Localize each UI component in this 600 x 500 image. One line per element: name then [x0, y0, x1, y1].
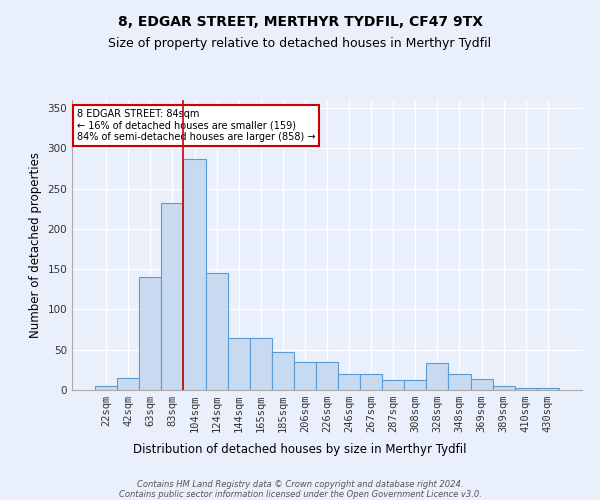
Bar — [493, 386, 515, 390]
Bar — [316, 362, 338, 390]
Text: 8, EDGAR STREET, MERTHYR TYDFIL, CF47 9TX: 8, EDGAR STREET, MERTHYR TYDFIL, CF47 9T… — [118, 15, 482, 29]
Text: Contains HM Land Registry data © Crown copyright and database right 2024.
Contai: Contains HM Land Registry data © Crown c… — [119, 480, 481, 500]
Bar — [404, 380, 427, 390]
Bar — [95, 386, 117, 390]
Bar — [184, 159, 206, 390]
Bar — [227, 338, 250, 390]
Bar — [448, 374, 470, 390]
Text: Distribution of detached houses by size in Merthyr Tydfil: Distribution of detached houses by size … — [133, 442, 467, 456]
Text: 8 EDGAR STREET: 84sqm
← 16% of detached houses are smaller (159)
84% of semi-det: 8 EDGAR STREET: 84sqm ← 16% of detached … — [77, 108, 316, 142]
Bar — [360, 374, 382, 390]
Bar — [161, 203, 184, 390]
Bar — [338, 374, 360, 390]
Bar — [206, 273, 227, 390]
Bar — [294, 362, 316, 390]
Bar — [117, 378, 139, 390]
Text: Size of property relative to detached houses in Merthyr Tydfil: Size of property relative to detached ho… — [109, 38, 491, 51]
Bar — [537, 388, 559, 390]
Y-axis label: Number of detached properties: Number of detached properties — [29, 152, 42, 338]
Bar — [272, 352, 294, 390]
Bar — [382, 380, 404, 390]
Bar — [250, 338, 272, 390]
Bar — [139, 277, 161, 390]
Bar — [427, 364, 448, 390]
Bar — [470, 378, 493, 390]
Bar — [515, 388, 537, 390]
